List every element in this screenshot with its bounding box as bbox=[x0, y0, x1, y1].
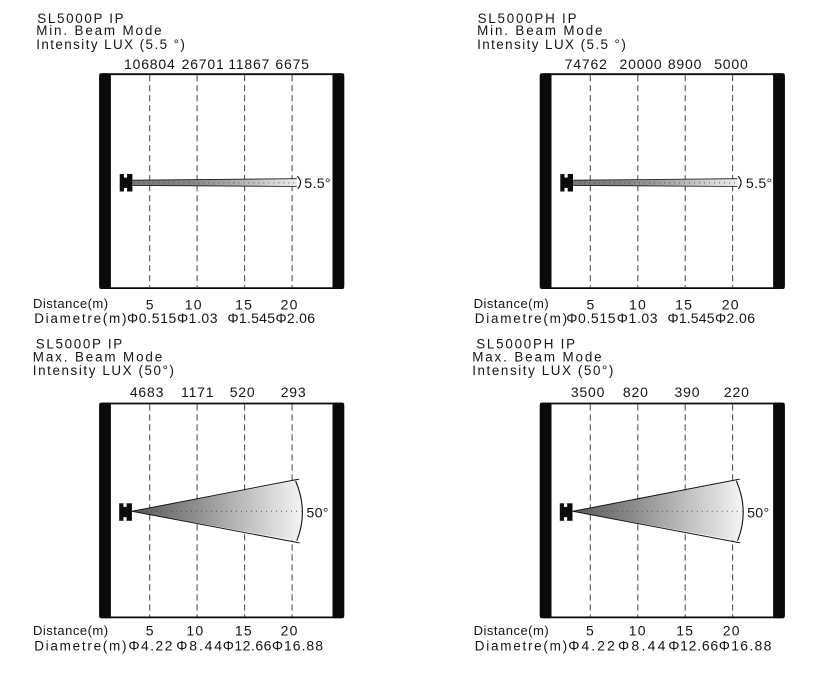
svg-text:220: 220 bbox=[724, 384, 750, 400]
svg-text:8900: 8900 bbox=[668, 56, 702, 72]
svg-text:20000: 20000 bbox=[620, 56, 663, 72]
svg-text:5: 5 bbox=[587, 297, 596, 313]
svg-text:74762: 74762 bbox=[565, 56, 608, 72]
svg-text:Intensity LUX (50°): Intensity LUX (50°) bbox=[472, 363, 613, 378]
svg-text:15: 15 bbox=[235, 297, 253, 313]
svg-text:Φ8.44: Φ8.44 bbox=[176, 638, 222, 654]
svg-text:4683: 4683 bbox=[130, 384, 164, 400]
svg-text:15: 15 bbox=[675, 297, 693, 313]
svg-text:Max. Beam Mode: Max. Beam Mode bbox=[472, 350, 601, 365]
svg-text:10: 10 bbox=[185, 297, 203, 313]
svg-text:20: 20 bbox=[281, 297, 299, 313]
svg-text:Φ1.03: Φ1.03 bbox=[177, 310, 218, 326]
svg-text:Φ4.22: Φ4.22 bbox=[568, 638, 615, 654]
svg-text:15: 15 bbox=[676, 623, 694, 639]
svg-text:1171: 1171 bbox=[181, 384, 214, 400]
svg-text:6675: 6675 bbox=[275, 56, 309, 72]
svg-text:SL5000P IP: SL5000P IP bbox=[37, 11, 123, 26]
svg-text:5: 5 bbox=[586, 623, 595, 639]
svg-text:820: 820 bbox=[623, 384, 649, 400]
svg-text:106804: 106804 bbox=[124, 56, 176, 72]
svg-text:293: 293 bbox=[281, 384, 307, 400]
svg-text:5000: 5000 bbox=[714, 56, 748, 72]
svg-text:Φ16.88: Φ16.88 bbox=[272, 638, 323, 654]
svg-text:26701: 26701 bbox=[182, 56, 225, 72]
svg-text:Intensity LUX (5.5 °): Intensity LUX (5.5 °) bbox=[477, 37, 626, 52]
svg-text:11867: 11867 bbox=[228, 56, 270, 72]
svg-text:Φ0.515: Φ0.515 bbox=[127, 310, 177, 326]
svg-text:390: 390 bbox=[675, 384, 701, 400]
svg-text:Φ2.06: Φ2.06 bbox=[276, 310, 316, 326]
svg-text:Distance(m): Distance(m) bbox=[474, 623, 549, 638]
svg-text:3500: 3500 bbox=[571, 384, 605, 400]
svg-text:Φ2.06: Φ2.06 bbox=[715, 310, 755, 326]
svg-text:Φ16.88: Φ16.88 bbox=[719, 638, 772, 654]
svg-text:Φ0.515: Φ0.515 bbox=[566, 310, 615, 326]
svg-text:Φ4.22: Φ4.22 bbox=[128, 638, 172, 654]
svg-text:Distance(m): Distance(m) bbox=[474, 296, 549, 311]
svg-text:Intensity LUX (50°): Intensity LUX (50°) bbox=[33, 363, 174, 378]
svg-text:Φ1.03: Φ1.03 bbox=[617, 310, 658, 326]
svg-text:50°: 50° bbox=[306, 505, 328, 521]
svg-text:5.5°: 5.5° bbox=[746, 176, 773, 192]
svg-text:SL5000P IP: SL5000P IP bbox=[36, 337, 122, 352]
svg-text:10: 10 bbox=[629, 623, 647, 639]
svg-text:20: 20 bbox=[722, 297, 740, 313]
svg-text:5: 5 bbox=[146, 623, 155, 639]
svg-text:5: 5 bbox=[146, 297, 155, 313]
svg-text:520: 520 bbox=[230, 384, 256, 400]
svg-text:50°: 50° bbox=[747, 505, 769, 521]
svg-text:Max. Beam Mode: Max. Beam Mode bbox=[33, 350, 162, 365]
svg-text:Φ12.66: Φ12.66 bbox=[223, 638, 272, 654]
svg-text:20: 20 bbox=[281, 623, 299, 639]
svg-text:Φ1.545: Φ1.545 bbox=[228, 310, 276, 326]
svg-text:10: 10 bbox=[186, 623, 204, 639]
svg-text:Φ8.44: Φ8.44 bbox=[618, 638, 666, 654]
svg-text:15: 15 bbox=[235, 623, 253, 639]
svg-text:Φ1.545: Φ1.545 bbox=[668, 310, 715, 326]
svg-text:20: 20 bbox=[723, 623, 741, 639]
svg-text:Distance(m): Distance(m) bbox=[33, 296, 108, 311]
svg-text:10: 10 bbox=[629, 297, 647, 313]
svg-text:SL5000PH IP: SL5000PH IP bbox=[476, 337, 575, 352]
svg-text:Intensity LUX (5.5 °): Intensity LUX (5.5 °) bbox=[36, 37, 185, 52]
svg-text:Φ12.66: Φ12.66 bbox=[668, 638, 718, 654]
svg-text:5.5°: 5.5° bbox=[304, 176, 331, 192]
svg-text:Distance(m): Distance(m) bbox=[33, 623, 108, 638]
svg-text:SL5000PH IP: SL5000PH IP bbox=[478, 11, 577, 26]
